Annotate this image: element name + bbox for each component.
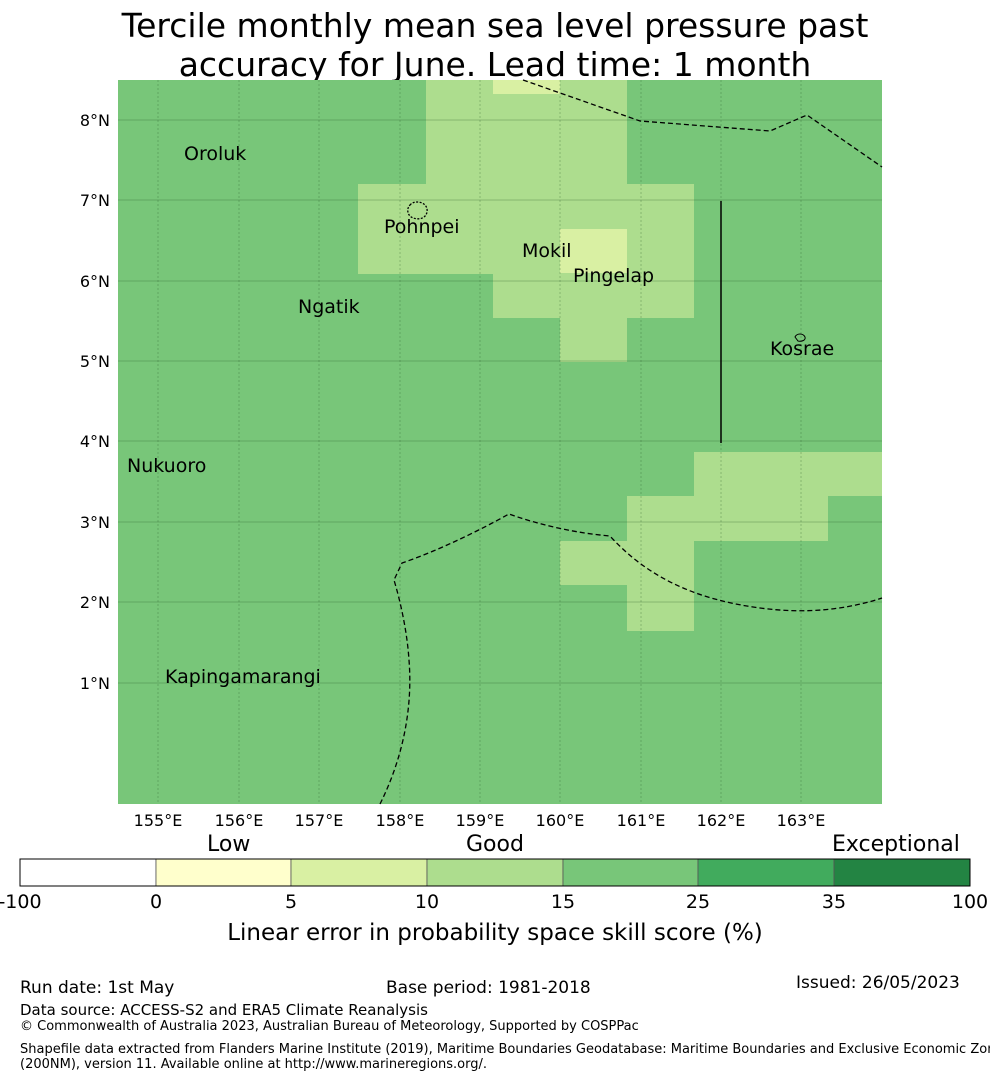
run-date: Run date: 1st May bbox=[20, 978, 175, 998]
kosrae-island-shape bbox=[794, 333, 806, 342]
eez-boundaries bbox=[379, 79, 883, 805]
lat-label-4n: 4°N bbox=[80, 432, 110, 451]
colorbar-swatch bbox=[426, 858, 564, 887]
colorbar-tick-35: 35 bbox=[821, 891, 847, 913]
skill-cell bbox=[493, 80, 560, 94]
eez-boundary-north bbox=[522, 79, 883, 168]
colorbar-tick-0: 0 bbox=[149, 891, 163, 913]
colorbar-tick-minus100: -100 bbox=[0, 891, 42, 913]
graticule bbox=[118, 80, 882, 804]
skill-grid bbox=[118, 80, 882, 804]
colorbar-tick-10: 10 bbox=[414, 891, 440, 913]
place-label-mokil: Mokil bbox=[522, 240, 572, 262]
colorbar-frame bbox=[19, 858, 971, 887]
colorbar-category-exceptional: Exceptional bbox=[832, 832, 960, 857]
axis-labels: 8°N 7°N 6°N 5°N 4°N 3°N 2°N 1°N 155°E 15… bbox=[80, 111, 825, 830]
lon-label-157e: 157°E bbox=[295, 811, 344, 830]
lon-label-160e: 160°E bbox=[536, 811, 585, 830]
colorbar-tick-5: 5 bbox=[284, 891, 298, 913]
data-source: Data source: ACCESS-S2 and ERA5 Climate … bbox=[20, 1001, 428, 1019]
shapefile-credit: Shapefile data extracted from Flanders M… bbox=[20, 1042, 990, 1072]
place-label-kapingamarangi: Kapingamarangi bbox=[165, 666, 321, 688]
shapefile-credit-line-2: (200NM), version 11. Available online at… bbox=[20, 1057, 488, 1072]
skill-cell bbox=[627, 496, 828, 541]
lat-label-7n: 7°N bbox=[80, 191, 110, 210]
lat-label-8n: 8°N bbox=[80, 111, 110, 130]
colorbar-category-good: Good bbox=[466, 832, 524, 857]
pohnpei-island-shape bbox=[407, 201, 428, 220]
place-label-pohnpei: Pohnpei bbox=[384, 216, 460, 238]
base-period: Base period: 1981-2018 bbox=[386, 978, 591, 998]
copyright: © Commonwealth of Australia 2023, Austra… bbox=[20, 1019, 639, 1034]
colorbar-tick-25: 25 bbox=[685, 891, 711, 913]
colorbar-title: Linear error in probability space skill … bbox=[227, 920, 763, 946]
skill-cell bbox=[358, 184, 694, 274]
chart-title: Tercile monthly mean sea level pressure … bbox=[0, 6, 990, 84]
lat-label-2n: 2°N bbox=[80, 593, 110, 612]
lat-label-5n: 5°N bbox=[80, 352, 110, 371]
colorbar-swatch bbox=[155, 858, 292, 887]
place-label-oroluk: Oroluk bbox=[184, 143, 246, 165]
lat-label-1n: 1°N bbox=[80, 674, 110, 693]
colorbar-swatches bbox=[19, 858, 971, 887]
lon-label-158e: 158°E bbox=[376, 811, 425, 830]
skill-cell bbox=[560, 318, 627, 362]
skill-cell bbox=[560, 541, 627, 585]
colorbar-swatch bbox=[19, 858, 157, 887]
eez-boundary-south bbox=[379, 513, 883, 805]
lon-label-161e: 161°E bbox=[617, 811, 666, 830]
skill-cell bbox=[627, 541, 694, 631]
shapefile-credit-line-1: Shapefile data extracted from Flanders M… bbox=[20, 1042, 990, 1057]
colorbar-swatch bbox=[833, 858, 971, 887]
place-label-pingelap: Pingelap bbox=[573, 265, 654, 287]
lat-label-3n: 3°N bbox=[80, 513, 110, 532]
skill-cell bbox=[493, 274, 694, 318]
place-labels: Oroluk Pohnpei Mokil Pingelap Ngatik Kos… bbox=[127, 143, 834, 688]
place-label-ngatik: Ngatik bbox=[298, 296, 360, 318]
place-label-nukuoro: Nukuoro bbox=[127, 455, 206, 477]
colorbar-tick-15: 15 bbox=[550, 891, 576, 913]
island-outlines bbox=[407, 201, 806, 342]
skill-cell bbox=[560, 229, 627, 273]
lon-label-162e: 162°E bbox=[697, 811, 746, 830]
colorbar-swatch bbox=[562, 858, 699, 887]
lat-label-6n: 6°N bbox=[80, 272, 110, 291]
skill-cell bbox=[694, 452, 882, 496]
title-line-2: accuracy for June. Lead time: 1 month bbox=[178, 45, 812, 84]
colorbar-tick-100: 100 bbox=[951, 891, 989, 913]
colorbar-swatch bbox=[697, 858, 835, 887]
lon-label-159e: 159°E bbox=[456, 811, 505, 830]
place-label-kosrae: Kosrae bbox=[770, 338, 834, 360]
skill-cell bbox=[426, 80, 627, 184]
colorbar-swatch bbox=[290, 858, 428, 887]
colorbar-category-low: Low bbox=[207, 832, 251, 857]
lon-label-155e: 155°E bbox=[134, 811, 183, 830]
title-line-1: Tercile monthly mean sea level pressure … bbox=[121, 6, 869, 45]
issued-date: Issued: 26/05/2023 bbox=[796, 973, 960, 993]
lon-label-163e: 163°E bbox=[777, 811, 826, 830]
lon-label-156e: 156°E bbox=[215, 811, 264, 830]
